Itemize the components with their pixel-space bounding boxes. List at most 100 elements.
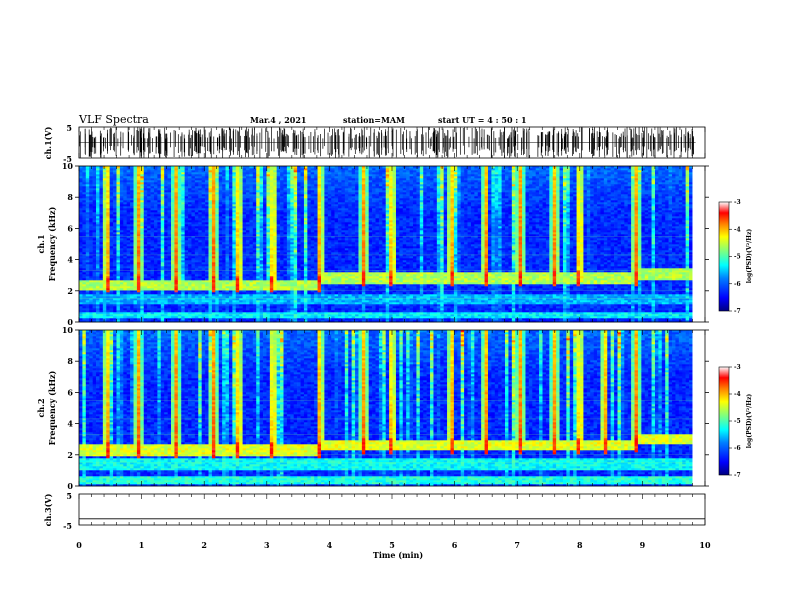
spectrogram-cell [134, 294, 138, 296]
spectrogram-cell [171, 202, 175, 204]
spectrogram-cell [256, 274, 260, 276]
spectrogram-cell [103, 256, 107, 258]
spectrogram-cell [116, 286, 120, 288]
spectrogram-cell [157, 300, 161, 302]
spectrogram-cell [256, 200, 260, 202]
spectrogram-cell [140, 188, 144, 190]
spectrogram-cell [178, 234, 182, 236]
spectrogram-cell [222, 242, 226, 244]
spectrogram-cell [93, 312, 97, 314]
spectrogram-cell [96, 298, 100, 300]
spectrogram-cell [130, 178, 134, 180]
spectrogram-cell [249, 240, 253, 242]
figure-title: VLF Spectra [78, 113, 149, 126]
spectrogram-cell [154, 318, 158, 320]
spectrogram-cell [215, 300, 219, 302]
spectrogram-cell [161, 216, 165, 218]
spectrogram-cell [137, 190, 141, 192]
spectrogram-cell [99, 250, 103, 252]
spectrogram-cell [219, 204, 223, 206]
spectrogram-cell [151, 186, 155, 188]
spectrogram-cell [137, 282, 141, 284]
spectrogram-cell [270, 268, 274, 270]
spectrogram-cell [134, 246, 138, 248]
spectrogram-cell [110, 232, 114, 234]
spectrogram-cell [89, 198, 93, 200]
spectrogram-cell [198, 306, 202, 308]
spectrogram-cell [157, 304, 161, 306]
spectrogram-cell [151, 170, 155, 172]
spectrogram-cell [120, 234, 124, 236]
spectrogram-cell [144, 276, 148, 278]
spectrogram-cell [110, 264, 114, 266]
spectrogram-cell [236, 244, 240, 246]
spectrogram-cell [205, 254, 209, 256]
spectrogram-cell [209, 206, 213, 208]
spectrogram-cell [113, 272, 117, 274]
spectrogram-cell [188, 290, 192, 292]
spectrogram-cell [120, 272, 124, 274]
spectrogram-cell [96, 312, 100, 314]
spectrogram-cell [198, 244, 202, 246]
spectrogram-cell [205, 316, 209, 318]
spectrogram-cell [127, 274, 131, 276]
spectrogram-cell [181, 292, 185, 294]
spectrogram-cell [263, 288, 267, 290]
spectrogram-cell [263, 312, 267, 314]
spectrogram-cell [256, 194, 260, 196]
spectrogram-cell [266, 222, 270, 224]
spectrogram-cell [140, 274, 144, 276]
spectrogram-cell [96, 284, 100, 286]
spectrogram-cell [222, 234, 226, 236]
spectrogram-cell [239, 192, 243, 194]
spectrogram-cell [161, 192, 165, 194]
spectrogram-cell [157, 226, 161, 228]
spectrogram-cell [134, 292, 138, 294]
spectrogram-cell [151, 262, 155, 264]
spectrogram-cell [113, 204, 117, 206]
spectrogram-cell [202, 218, 206, 220]
spectrogram-cell [120, 180, 124, 182]
spectrogram-cell [168, 246, 172, 248]
spectrogram-cell [130, 204, 134, 206]
spectrogram-cell [181, 306, 185, 308]
spectrogram-cell [215, 284, 219, 286]
spectrogram-cell [86, 290, 90, 292]
spectrogram-cell [137, 278, 141, 280]
spectrogram-cell [134, 272, 138, 274]
spectrogram-cell [93, 176, 97, 178]
spectrogram-cell [106, 178, 110, 180]
spectrogram-cell [226, 260, 230, 262]
spectrogram-cell [144, 246, 148, 248]
spectrogram-cell [151, 200, 155, 202]
spectrogram-cell [243, 220, 247, 222]
spectrogram-cell [140, 170, 144, 172]
spectrogram-cell [270, 254, 274, 256]
spectrogram-cell [89, 256, 93, 258]
spectrogram-cell [239, 170, 243, 172]
spectrogram-cell [191, 238, 195, 240]
spectrogram-cell [157, 198, 161, 200]
spectrogram-cell [191, 264, 195, 266]
spectrogram-cell [147, 298, 151, 300]
spectrogram-cell [140, 244, 144, 246]
spectrogram-cell [243, 190, 247, 192]
spectrogram-cell [219, 316, 223, 318]
spectrogram-cell [93, 280, 97, 282]
spectrogram-cell [89, 250, 93, 252]
spectrogram-cell [144, 304, 148, 306]
spectrogram-cell [171, 204, 175, 206]
spectrogram-cell [188, 276, 192, 278]
spectrogram-cell [113, 176, 117, 178]
spectrogram-cell [209, 258, 213, 260]
spectrogram-cell [123, 290, 127, 292]
spectrogram-cell [198, 262, 202, 264]
spectrogram-cell [246, 232, 250, 234]
spectrogram-cell [191, 260, 195, 262]
spectrogram-cell [130, 310, 134, 312]
spectrogram-cell [239, 274, 243, 276]
spectrogram-cell [256, 312, 260, 314]
spectrogram-cell [168, 222, 172, 224]
spectrogram-cell [249, 168, 253, 170]
spectrogram-cell [260, 240, 264, 242]
